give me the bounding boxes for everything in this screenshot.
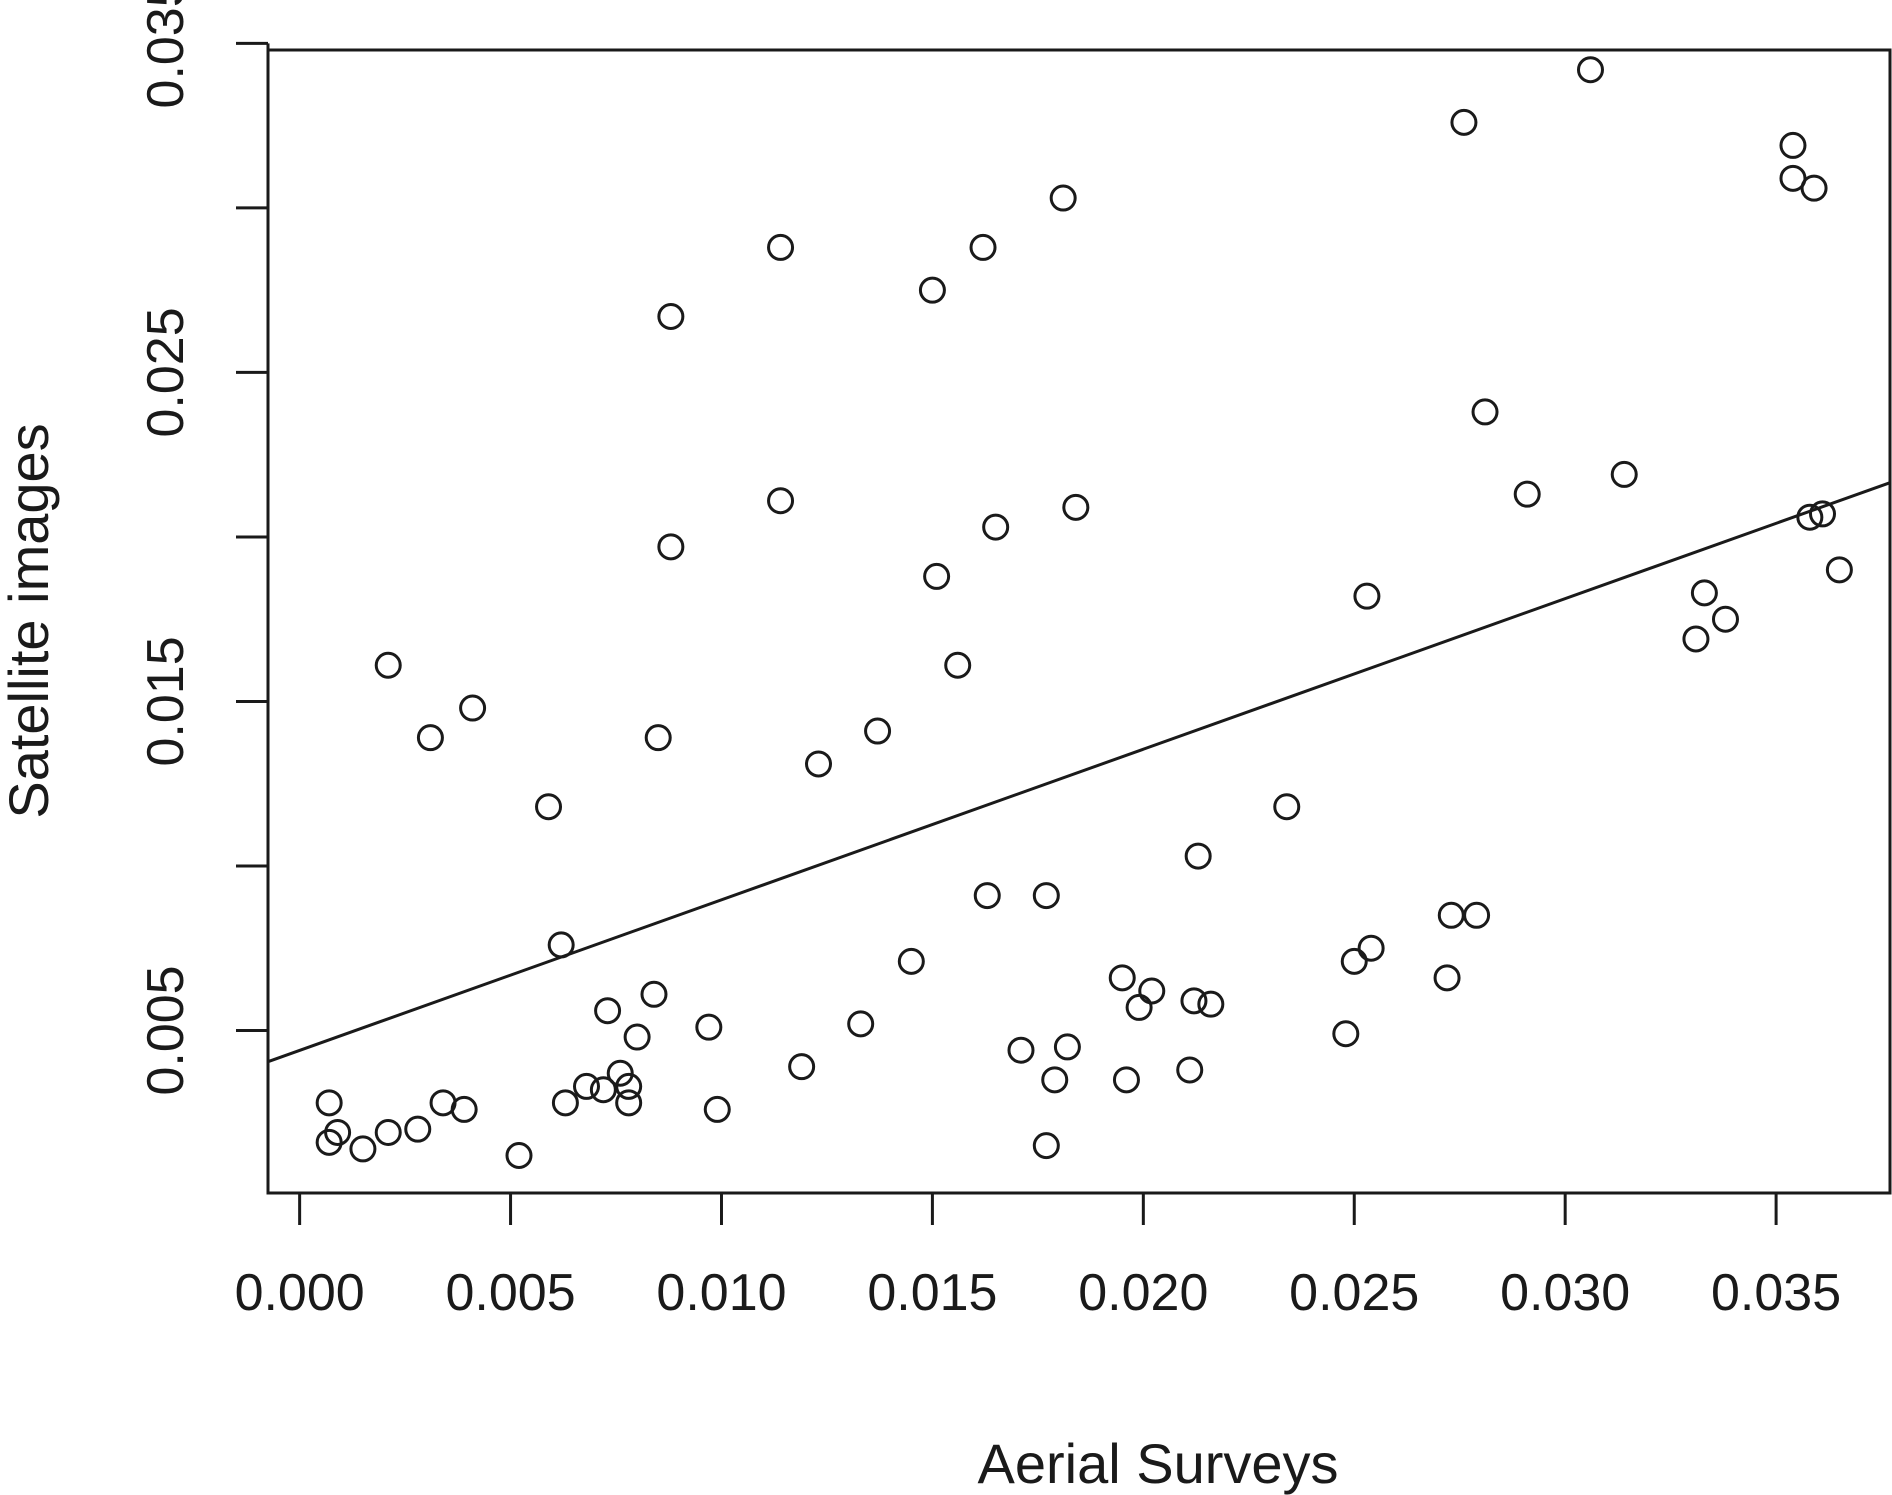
data-point <box>623 1023 651 1051</box>
data-point <box>615 1072 643 1100</box>
x-axis-title: Aerial Surveys <box>977 1432 1338 1495</box>
data-point <box>767 233 795 261</box>
data-point <box>1049 184 1077 212</box>
data-point <box>374 1118 402 1146</box>
x-tick-label: 0.020 <box>1078 1264 1208 1322</box>
data-point <box>1513 480 1541 508</box>
data-point <box>657 533 685 561</box>
x-tick-label: 0.005 <box>445 1264 575 1322</box>
y-axis: 0.005 0.015 0.025 0.035 <box>137 0 270 1096</box>
data-point <box>1125 993 1153 1021</box>
data-point <box>703 1095 731 1123</box>
data-point <box>1062 493 1090 521</box>
data-point <box>1437 901 1465 929</box>
data-point <box>349 1135 377 1163</box>
data-point <box>1711 605 1739 633</box>
data-point <box>1825 556 1853 584</box>
data-point <box>315 1128 343 1156</box>
y-tick-label: 0.005 <box>137 965 195 1095</box>
regression-line <box>267 481 1891 1064</box>
data-point <box>374 651 402 679</box>
data-point <box>1032 882 1060 910</box>
data-point <box>324 1118 352 1146</box>
data-point <box>551 1089 579 1117</box>
data-point <box>973 882 1001 910</box>
data-point <box>1180 987 1208 1015</box>
data-point <box>1112 1066 1140 1094</box>
data-point <box>450 1095 478 1123</box>
data-point <box>640 980 668 1008</box>
data-point <box>657 303 685 331</box>
data-point <box>644 724 672 752</box>
data-point <box>459 694 487 722</box>
data-point <box>1682 625 1710 653</box>
data-point <box>805 750 833 778</box>
data-point <box>969 233 997 261</box>
data-points <box>315 56 1853 1169</box>
data-point <box>1690 579 1718 607</box>
data-point <box>1053 1033 1081 1061</box>
data-point <box>1471 398 1499 426</box>
data-point <box>535 793 563 821</box>
data-point <box>982 513 1010 541</box>
y-tick-label: 0.015 <box>137 636 195 766</box>
plot-frame <box>266 48 1892 1195</box>
data-point <box>695 1013 723 1041</box>
data-point <box>594 997 622 1025</box>
x-tick-label: 0.025 <box>1289 1264 1419 1322</box>
data-point <box>1800 174 1828 202</box>
x-tick-label: 0.010 <box>656 1264 786 1322</box>
data-point <box>788 1053 816 1081</box>
x-tick-label: 0.000 <box>235 1264 365 1322</box>
x-tick-label: 0.030 <box>1500 1264 1630 1322</box>
data-point <box>918 276 946 304</box>
data-point <box>615 1089 643 1117</box>
data-point <box>1433 964 1461 992</box>
data-point <box>315 1089 343 1117</box>
data-point <box>897 947 925 975</box>
data-point <box>505 1141 533 1169</box>
data-point <box>1809 500 1837 528</box>
data-point <box>1463 901 1491 929</box>
data-point <box>1041 1066 1069 1094</box>
x-tick-label: 0.035 <box>1711 1264 1841 1322</box>
data-point <box>767 487 795 515</box>
y-axis-title: Satellite images <box>0 423 60 818</box>
y-tick-label: 0.035 <box>137 0 195 108</box>
data-point <box>1176 1056 1204 1084</box>
data-point <box>1138 977 1166 1005</box>
data-point <box>1576 56 1604 84</box>
data-point <box>547 931 575 959</box>
data-point <box>1007 1036 1035 1064</box>
data-point <box>864 717 892 745</box>
data-point <box>1108 964 1136 992</box>
y-tick-label: 0.025 <box>137 307 195 437</box>
data-point <box>1357 934 1385 962</box>
data-point <box>606 1059 634 1087</box>
data-point <box>416 724 444 752</box>
data-point <box>1184 842 1212 870</box>
data-point <box>1450 108 1478 136</box>
data-point <box>1779 131 1807 159</box>
data-point <box>1610 460 1638 488</box>
data-point <box>572 1072 600 1100</box>
x-tick-label: 0.015 <box>867 1264 997 1322</box>
data-point <box>1273 793 1301 821</box>
data-point <box>1332 1020 1360 1048</box>
data-point <box>1032 1132 1060 1160</box>
data-point <box>923 562 951 590</box>
data-point <box>944 651 972 679</box>
data-point <box>404 1115 432 1143</box>
data-point <box>847 1010 875 1038</box>
data-point <box>1796 503 1824 531</box>
data-point <box>1197 990 1225 1018</box>
x-axis: 0.000 0.005 0.010 0.015 0.020 0.025 0.030 0.035 <box>235 1191 1841 1322</box>
data-point <box>589 1076 617 1104</box>
trend-line-group <box>267 481 1891 1064</box>
data-point <box>1353 582 1381 610</box>
data-point <box>1340 947 1368 975</box>
